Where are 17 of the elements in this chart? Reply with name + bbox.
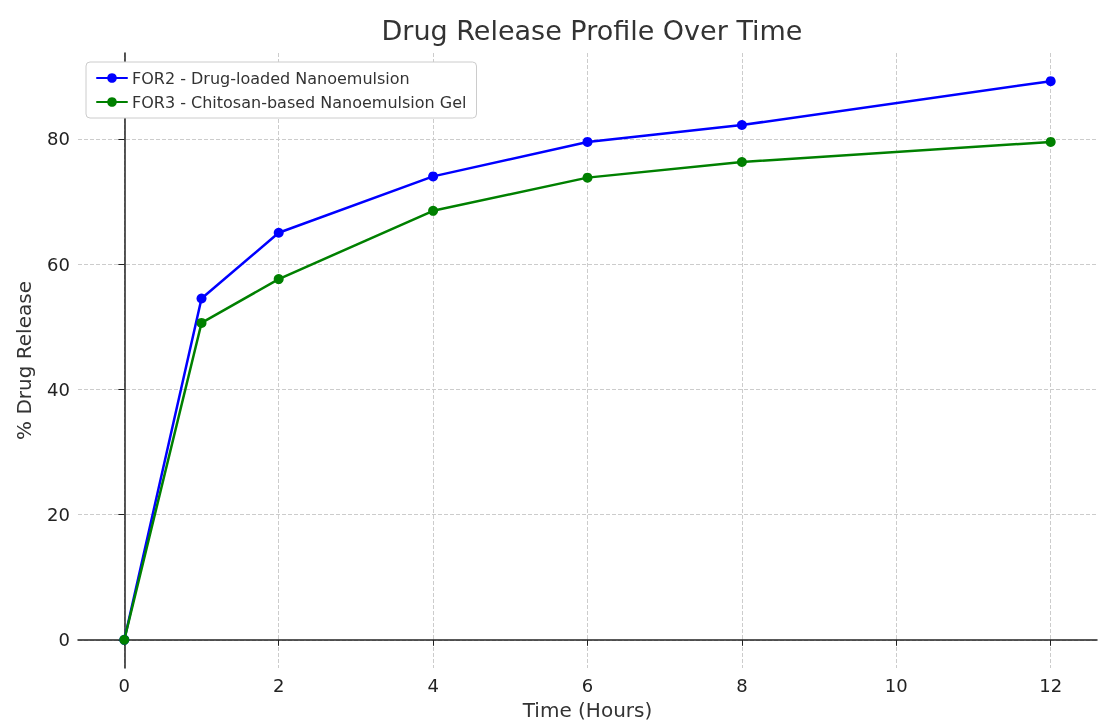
x-tick-label: 10 [884,674,908,696]
x-tick-label: 0 [118,674,131,696]
x-tick-label: 12 [1039,674,1063,696]
x-axis-title: Time (Hours) [521,698,653,722]
y-tick-label: 0 [58,629,70,651]
x-tick-label: 2 [272,674,285,696]
x-tick-label: 8 [736,674,748,696]
x-tick-label: 4 [427,674,439,696]
y-tick-label: 20 [47,504,70,526]
x-tick-label: 6 [581,674,594,696]
y-tick-label: 80 [47,128,70,150]
chart-title: Drug Release Profile Over Time [381,15,803,46]
legend-label: FOR3 - Chitosan-based Nanoemulsion Gel [132,92,467,112]
y-tick-label: 40 [47,378,70,400]
y-axis-title: % Drug Release [12,281,36,440]
y-tick-label: 60 [47,253,70,275]
legend-label: FOR2 - Drug-loaded Nanoemulsion [132,68,410,88]
